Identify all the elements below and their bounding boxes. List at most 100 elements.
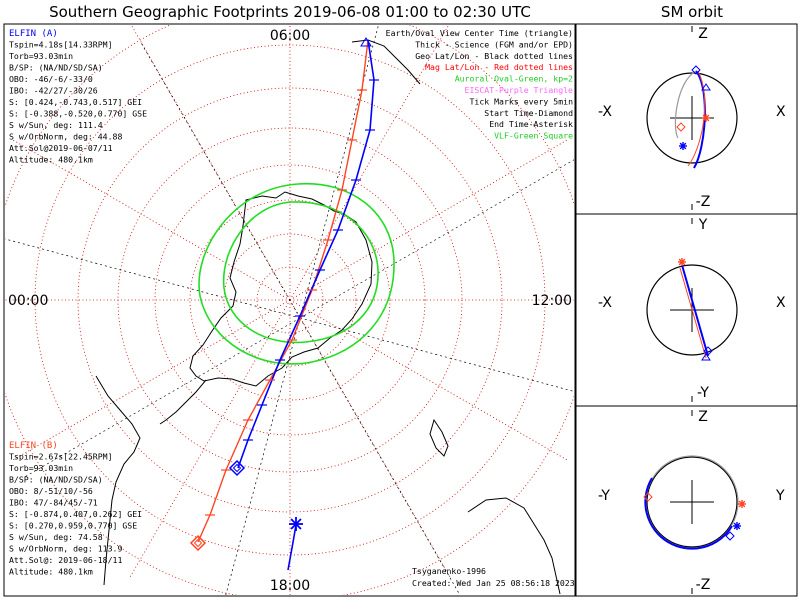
- elfin-a-info-line-2: Torb=93.03min: [9, 51, 73, 61]
- map-legend: Earth/Oval View Center Time (triangle)Th…: [386, 28, 573, 141]
- elfin-a-info-line-7: S: [-0.388,-0.520,0.770] GSE: [9, 109, 147, 119]
- geo-meridian-330: [299, 159, 574, 319]
- grid-circle-2: [189, 199, 391, 401]
- elfin-b-info-line-1: Tspin=2.67s[22.45RPM]: [9, 452, 113, 462]
- geo-meridian-240: [139, 40, 301, 319]
- mlt-right-label: 12:00: [532, 293, 572, 309]
- elfin-b-info-line-0: ELFIN (B): [9, 441, 58, 451]
- grid-circle-3: [154, 164, 426, 436]
- elfin-b-info-line-4: OBO: 8/-51/10/-56: [9, 486, 93, 496]
- sm-xz-bottom: -Z: [696, 194, 711, 210]
- credit-created: Created: Wed Jan 25 08:56:18 2023: [412, 578, 575, 588]
- legend-entry-6: Tick Marks every 5min: [469, 96, 573, 106]
- map-title: Southern Geographic Footprints 2019-06-0…: [49, 3, 531, 21]
- coastline: [95, 39, 561, 595]
- sm-yz-start-b: [643, 492, 653, 502]
- grid-meridian-150: [12, 299, 291, 461]
- elfin-a-info: ELFIN (A)Tspin=4.18s[14.33RPM]Torb=93.03…: [9, 29, 147, 165]
- elfin-a-start-diamond: [228, 459, 246, 477]
- sm-yz-top: Z: [698, 409, 708, 425]
- grid-meridian-120: [129, 299, 291, 578]
- grid-meridian-210: [12, 139, 291, 301]
- geo-meridian-60: [299, 317, 461, 595]
- legend-entry-7: Start Time-Diamond: [484, 108, 573, 118]
- elfin-b-info: ELFIN (B)Tspin=2.67s[22.45RPM]Torb=93.03…: [9, 441, 142, 577]
- sm-xz-view-triangle: [701, 83, 711, 91]
- geo-meridian-195: [5, 238, 301, 319]
- sm-xz-end-b: [702, 114, 710, 122]
- sm-xz-orbit-gray: [674, 70, 697, 139]
- australia-coast: [467, 497, 561, 595]
- grid-meridian-300: [289, 25, 450, 301]
- elfin-b-info-line-9: S w/OrbNorm, deg: 113.9: [9, 544, 122, 554]
- elfin-a-info-line-6: S: [0.424,-0.743,0.517] GEI: [9, 97, 142, 107]
- elfin-b-info-line-8: S w/Sun, deg: 74.58: [9, 532, 103, 542]
- sm-xy-orbit-a: [681, 264, 709, 357]
- legend-entry-0: Earth/Oval View Center Time (triangle): [386, 28, 573, 38]
- sm-yz-earth-circle: [646, 456, 738, 548]
- mlt-bottom-label: 18:00: [270, 578, 310, 594]
- elfin-a-info-line-10: Att.Sol@2019-06-07/11: [9, 143, 113, 153]
- elfin-a-info-line-9: S w/OrbNorm, deg: 44.88: [9, 132, 122, 142]
- sm-xz-start-a: [691, 65, 701, 75]
- elfin-a-track: [237, 39, 375, 469]
- sm-orbit-title: SM orbit: [661, 3, 723, 21]
- legend-entry-3: Mag Lat/Lon - Red dotted lines: [425, 62, 573, 72]
- sm-xz-start-b: [676, 122, 686, 132]
- sm-xy-earth-circle: [646, 264, 738, 356]
- mlt-left-label: 00:00: [8, 293, 48, 309]
- grid-circle-0: [256, 266, 324, 334]
- map-frame: [3, 23, 576, 597]
- sm-frame: [575, 23, 798, 597]
- elfin-a-info-line-8: S w/Sun, deg: 111.4: [9, 120, 103, 130]
- legend-entry-5: EISCAT-Purple Triangle: [465, 85, 574, 95]
- legend-entry-4: Auroral Oval-Green, kp=2: [455, 74, 573, 84]
- sm-yz-start-a: [725, 531, 735, 541]
- legend-entry-2: Geo Lat/Lon - Black dotted lines: [415, 51, 573, 61]
- geo-meridian-15: [299, 317, 574, 392]
- geo-meridian-285: [299, 25, 379, 319]
- sm-xy-top: Y: [698, 217, 708, 233]
- sm-yz-end-a: [733, 522, 741, 530]
- sm-yz-left: -Y: [598, 488, 610, 504]
- africa-coast: [351, 39, 421, 85]
- elfin-a-info-line-4: OBO: -46/-6/-33/0: [9, 74, 93, 84]
- polar-grid: [5, 25, 574, 595]
- geo-meridian-150: [22, 317, 301, 479]
- legend-entry-8: End Time-Asterisk: [489, 119, 573, 129]
- antarctic-peninsula: [159, 379, 207, 425]
- new-zealand-coast: [429, 418, 449, 457]
- view-center-triangle: [360, 37, 372, 47]
- sm-xy-view-triangle: [701, 353, 711, 361]
- sm-yz-orbit-a: [644, 477, 733, 550]
- elfin-b-start-diamond-inner: [193, 538, 203, 548]
- grid-circle-5: [77, 87, 503, 513]
- sm-xy-start-a: [703, 346, 713, 356]
- elfin-b-info-line-2: Torb=93.03min: [9, 463, 73, 473]
- auroral-oval-inner: [222, 201, 379, 344]
- elfin-a-info-line-0: ELFIN (A): [9, 29, 58, 39]
- elfin-b-info-line-3: B/SP: (NA/ND/SD/SA): [9, 475, 103, 485]
- sm-yz-end-b: [738, 500, 746, 508]
- sm-xy-bottom: -Y: [697, 385, 709, 401]
- sm-yz-bottom: -Z: [696, 577, 711, 593]
- sm-xy-end-b: [678, 258, 686, 266]
- legend-entry-9: VLF-Green Square: [494, 131, 573, 141]
- grid-circle-1: [223, 233, 357, 367]
- grid-meridian-30: [289, 299, 568, 461]
- elfin-b-info-line-6: S: [-0.874,0.407,0.262] GEI: [9, 509, 142, 519]
- sm-xz-left: -X: [598, 104, 612, 120]
- elfin-a-info-line-11: Altitude: 480.1km: [9, 155, 93, 165]
- elfin-a-info-line-5: IBO: -42/27/-30/26: [9, 86, 98, 96]
- grid-meridian-330: [289, 139, 568, 301]
- elfin-a-start-diamond-inner: [232, 463, 242, 473]
- elfin-a-track-end: [287, 524, 297, 571]
- elfin-a-info-line-3: B/SP: (NA/ND/SD/SA): [9, 63, 103, 73]
- sm-xy-orbit-b: [679, 267, 707, 359]
- legend-entry-1: Thick - Science (FGM and/or EPD): [415, 39, 573, 49]
- sm-orbit-panels: [643, 26, 746, 594]
- sm-xz-end-a: [679, 142, 687, 150]
- elfin-b-start-diamond: [189, 534, 207, 552]
- elfin-b-info-line-5: IBO: 47/-84/45/-71: [9, 498, 98, 508]
